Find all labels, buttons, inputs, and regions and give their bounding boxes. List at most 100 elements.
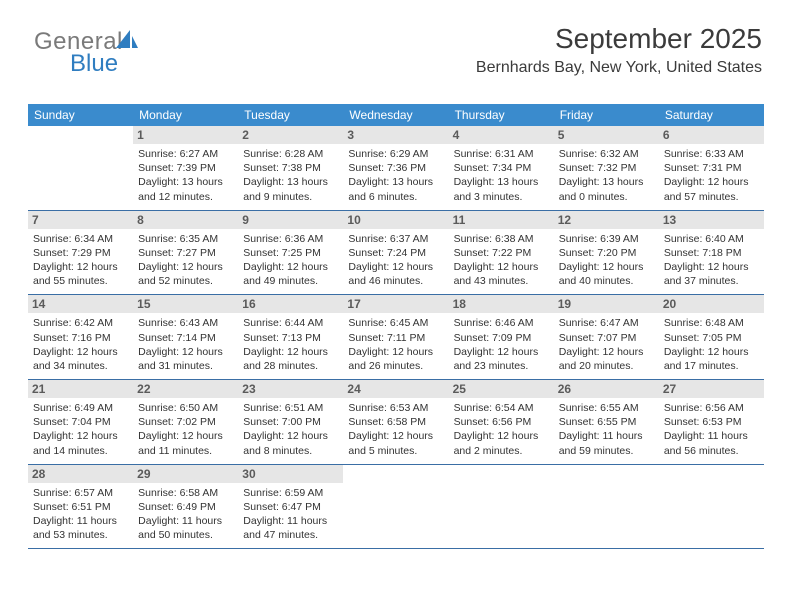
day-number: 11 <box>449 211 554 229</box>
day-cell: 3Sunrise: 6:29 AMSunset: 7:36 PMDaylight… <box>343 126 448 210</box>
logo-sail-icon <box>116 30 138 50</box>
day-number: 21 <box>28 380 133 398</box>
day-cell: 17 Sunrise: 6:45 AMSunset: 7:11 PMDayligh… <box>343 295 448 379</box>
day-info: Sunrise: 6:46 AMSunset: 7:09 PMDaylight:… <box>454 316 549 373</box>
title-block: September 2025 Bernhards Bay, New York, … <box>476 23 762 77</box>
day-number: 28 <box>28 465 133 483</box>
day-info: Sunrise: 6:36 AMSunset: 7:25 PMDaylight:… <box>243 232 338 289</box>
day-number: 4 <box>449 126 554 144</box>
day-number: 8 <box>133 211 238 229</box>
day-number: 24 <box>343 380 448 398</box>
day-number: 20 <box>659 295 764 313</box>
day-number: 9 <box>238 211 343 229</box>
day-number: 19 <box>554 295 659 313</box>
day-number: 3 <box>343 126 448 144</box>
day-cell: 29 Sunrise: 6:58 AMSunset: 6:49 PMDayligh… <box>133 465 238 549</box>
day-info: Sunrise: 6:42 AMSunset: 7:16 PMDaylight:… <box>33 316 128 373</box>
day-number: 18 <box>449 295 554 313</box>
day-cell: 7 Sunrise: 6:34 AMSunset: 7:29 PMDaylight… <box>28 211 133 295</box>
day-cell: 4 Sunrise: 6:31 AMSunset: 7:34 PMDaylight… <box>449 126 554 210</box>
month-title: September 2025 <box>476 23 762 55</box>
day-info: Sunrise: 6:33 AMSunset: 7:31 PMDaylight:… <box>664 147 759 204</box>
day-info: Sunrise: 6:34 AMSunset: 7:29 PMDaylight:… <box>33 232 128 289</box>
dow-monday: Monday <box>133 104 238 126</box>
day-info: Sunrise: 6:48 AMSunset: 7:05 PMDaylight:… <box>664 316 759 373</box>
day-cell: 1 Sunrise: 6:27 AMSunset: 7:39 PMDaylight… <box>133 126 238 210</box>
day-number: 13 <box>659 211 764 229</box>
dow-friday: Friday <box>554 104 659 126</box>
day-info: Sunrise: 6:53 AMSunset: 6:58 PMDaylight:… <box>348 401 443 458</box>
day-cell: 26 Sunrise: 6:55 AMSunset: 6:55 PMDayligh… <box>554 380 659 464</box>
day-cell: 28 Sunrise: 6:57 AMSunset: 6:51 PMDayligh… <box>28 465 133 549</box>
day-number: 16 <box>238 295 343 313</box>
day-number: 7 <box>28 211 133 229</box>
day-cell: 21 Sunrise: 6:49 AMSunset: 7:04 PMDayligh… <box>28 380 133 464</box>
day-info: Sunrise: 6:35 AMSunset: 7:27 PMDaylight:… <box>138 232 233 289</box>
day-cell: 24 Sunrise: 6:53 AMSunset: 6:58 PMDayligh… <box>343 380 448 464</box>
day-cell: 10 Sunrise: 6:37 AMSunset: 7:24 PMDayligh… <box>343 211 448 295</box>
day-number: 10 <box>343 211 448 229</box>
day-info: Sunrise: 6:31 AMSunset: 7:34 PMDaylight:… <box>454 147 549 204</box>
location: Bernhards Bay, New York, United States <box>476 59 762 77</box>
day-number: 25 <box>449 380 554 398</box>
day-cell: 5 Sunrise: 6:32 AMSunset: 7:32 PMDaylight… <box>554 126 659 210</box>
day-cell: 20 Sunrise: 6:48 AMSunset: 7:05 PMDayligh… <box>659 295 764 379</box>
day-number: 26 <box>554 380 659 398</box>
dow-saturday: Saturday <box>659 104 764 126</box>
dow-tuesday: Tuesday <box>238 104 343 126</box>
day-info: Sunrise: 6:49 AMSunset: 7:04 PMDaylight:… <box>33 401 128 458</box>
calendar: SundayMondayTuesdayWednesdayThursdayFrid… <box>28 104 764 549</box>
dow-sunday: Sunday <box>28 104 133 126</box>
day-cell: 8 Sunrise: 6:35 AMSunset: 7:27 PMDaylight… <box>133 211 238 295</box>
day-cell: 15 Sunrise: 6:43 AMSunset: 7:14 PMDayligh… <box>133 295 238 379</box>
day-number: 27 <box>659 380 764 398</box>
day-cell: 27Sunrise: 6:56 AMSunset: 6:53 PMDayligh… <box>659 380 764 464</box>
day-number: 12 <box>554 211 659 229</box>
day-info: Sunrise: 6:58 AMSunset: 6:49 PMDaylight:… <box>138 486 233 543</box>
day-number: 17 <box>343 295 448 313</box>
day-number: 6 <box>659 126 764 144</box>
day-number: 22 <box>133 380 238 398</box>
day-number: 15 <box>133 295 238 313</box>
week-row: 1 Sunrise: 6:27 AMSunset: 7:39 PMDaylight… <box>28 126 764 211</box>
day-cell: 18 Sunrise: 6:46 AMSunset: 7:09 PMDayligh… <box>449 295 554 379</box>
day-cell <box>449 465 554 549</box>
day-info: Sunrise: 6:32 AMSunset: 7:32 PMDaylight:… <box>559 147 654 204</box>
day-number: 14 <box>28 295 133 313</box>
day-cell: 30 Sunrise: 6:59 AMSunset: 6:47 PMDayligh… <box>238 465 343 549</box>
week-row: 28 Sunrise: 6:57 AMSunset: 6:51 PMDayligh… <box>28 465 764 550</box>
day-info: Sunrise: 6:54 AMSunset: 6:56 PMDaylight:… <box>454 401 549 458</box>
day-info: Sunrise: 6:27 AMSunset: 7:39 PMDaylight:… <box>138 147 233 204</box>
day-cell <box>28 126 133 210</box>
day-number: 29 <box>133 465 238 483</box>
day-number: 1 <box>133 126 238 144</box>
day-cell: 19 Sunrise: 6:47 AMSunset: 7:07 PMDayligh… <box>554 295 659 379</box>
day-cell: 14 Sunrise: 6:42 AMSunset: 7:16 PMDayligh… <box>28 295 133 379</box>
day-number: 5 <box>554 126 659 144</box>
day-info: Sunrise: 6:57 AMSunset: 6:51 PMDaylight:… <box>33 486 128 543</box>
day-info: Sunrise: 6:37 AMSunset: 7:24 PMDaylight:… <box>348 232 443 289</box>
day-info: Sunrise: 6:45 AMSunset: 7:11 PMDaylight:… <box>348 316 443 373</box>
day-of-week-header: SundayMondayTuesdayWednesdayThursdayFrid… <box>28 104 764 126</box>
day-cell: 2 Sunrise: 6:28 AMSunset: 7:38 PMDaylight… <box>238 126 343 210</box>
day-info: Sunrise: 6:47 AMSunset: 7:07 PMDaylight:… <box>559 316 654 373</box>
day-number: 2 <box>238 126 343 144</box>
week-row: 7 Sunrise: 6:34 AMSunset: 7:29 PMDaylight… <box>28 211 764 296</box>
day-cell: 16Sunrise: 6:44 AMSunset: 7:13 PMDayligh… <box>238 295 343 379</box>
day-info: Sunrise: 6:59 AMSunset: 6:47 PMDaylight:… <box>243 486 338 543</box>
day-info: Sunrise: 6:43 AMSunset: 7:14 PMDaylight:… <box>138 316 233 373</box>
day-info: Sunrise: 6:51 AMSunset: 7:00 PMDaylight:… <box>243 401 338 458</box>
day-cell <box>554 465 659 549</box>
day-info: Sunrise: 6:40 AMSunset: 7:18 PMDaylight:… <box>664 232 759 289</box>
day-number: 23 <box>238 380 343 398</box>
day-number: 30 <box>238 465 343 483</box>
week-row: 14 Sunrise: 6:42 AMSunset: 7:16 PMDayligh… <box>28 295 764 380</box>
day-info: Sunrise: 6:38 AMSunset: 7:22 PMDaylight:… <box>454 232 549 289</box>
day-info: Sunrise: 6:55 AMSunset: 6:55 PMDaylight:… <box>559 401 654 458</box>
day-cell: 23 Sunrise: 6:51 AMSunset: 7:00 PMDayligh… <box>238 380 343 464</box>
day-cell: 11 Sunrise: 6:38 AMSunset: 7:22 PMDayligh… <box>449 211 554 295</box>
day-cell: 22Sunrise: 6:50 AMSunset: 7:02 PMDayligh… <box>133 380 238 464</box>
day-cell: 25 Sunrise: 6:54 AMSunset: 6:56 PMDayligh… <box>449 380 554 464</box>
day-cell: 6 Sunrise: 6:33 AMSunset: 7:31 PMDaylight… <box>659 126 764 210</box>
day-info: Sunrise: 6:28 AMSunset: 7:38 PMDaylight:… <box>243 147 338 204</box>
